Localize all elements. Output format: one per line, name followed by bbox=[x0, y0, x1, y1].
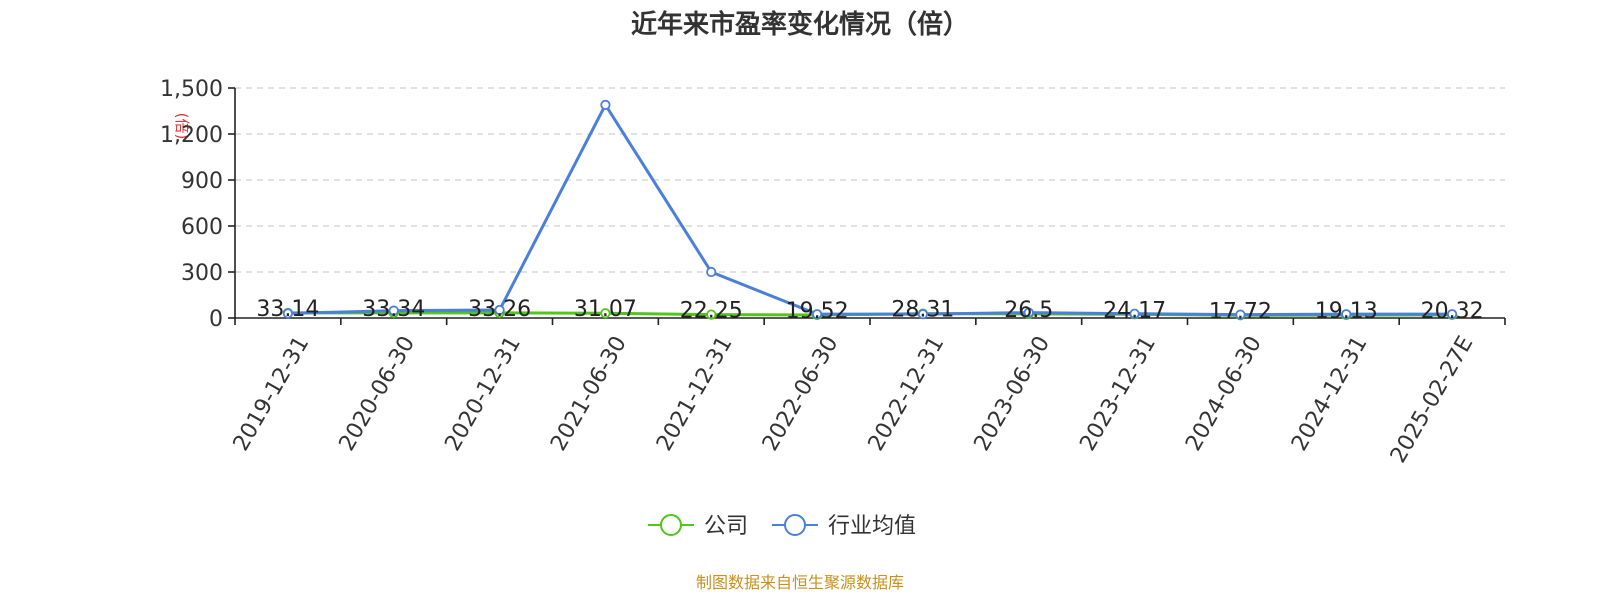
series-point-1[interactable] bbox=[1023, 307, 1034, 318]
data-label: 20.32 bbox=[1421, 299, 1484, 324]
series-point-1[interactable] bbox=[388, 305, 399, 316]
series-point-1[interactable] bbox=[282, 308, 294, 319]
series-point-1[interactable] bbox=[1341, 309, 1352, 320]
x-tick-label: 2021-06-30 bbox=[546, 332, 632, 455]
series-point-1[interactable] bbox=[1129, 308, 1140, 319]
x-tick-label: 2023-06-30 bbox=[970, 332, 1056, 455]
series-point-0[interactable] bbox=[706, 309, 717, 320]
series-lines bbox=[282, 99, 1458, 321]
legend-item-1[interactable]: 行业均值 bbox=[772, 514, 916, 539]
x-tick-label: 2024-06-30 bbox=[1181, 332, 1267, 455]
series-line-1 bbox=[287, 103, 1453, 317]
data-source-note: 制图数据来自恒生聚源数据库 bbox=[696, 573, 904, 592]
legend-marker bbox=[660, 514, 682, 536]
data-label: 33.14 bbox=[256, 297, 319, 322]
series-point-1[interactable] bbox=[917, 309, 929, 320]
x-tick-label: 2023-12-31 bbox=[1075, 332, 1161, 455]
data-labels: 33.14 33.34 33.26 31.07 22.25 19.52 28.31 26.5 2… bbox=[256, 297, 1483, 324]
data-label: 22.25 bbox=[680, 299, 743, 324]
legend-item-0[interactable]: 公司 bbox=[648, 514, 748, 539]
data-label: 24.17 bbox=[1103, 298, 1166, 323]
series-point-1[interactable] bbox=[494, 304, 505, 316]
series-point-1[interactable] bbox=[811, 309, 823, 320]
data-label: 31.07 bbox=[574, 297, 637, 322]
legend-label: 行业均值 bbox=[828, 514, 916, 539]
series-point-1[interactable] bbox=[1235, 309, 1246, 320]
data-label: 19.13 bbox=[1315, 299, 1378, 324]
series-point-1[interactable] bbox=[706, 266, 717, 278]
x-tick-label: 2022-12-31 bbox=[864, 332, 950, 455]
x-tick-label: 2025-02-27E bbox=[1386, 332, 1479, 467]
data-label: 28.31 bbox=[891, 298, 954, 323]
x-tick-label: 2021-12-31 bbox=[652, 332, 738, 455]
y-tick-label: 0 bbox=[209, 307, 223, 332]
series-point-1[interactable] bbox=[1446, 309, 1458, 320]
data-label: 19.52 bbox=[786, 299, 849, 324]
x-tick-label: 2020-12-31 bbox=[440, 332, 526, 455]
y-tick-label: 1,500 bbox=[160, 77, 223, 102]
y-tick-label: 900 bbox=[181, 169, 223, 194]
chart-title: 近年来市盈率变化情况（倍） bbox=[631, 9, 969, 40]
y-tick-label: 300 bbox=[181, 261, 223, 286]
y-tick-label: 600 bbox=[181, 215, 223, 240]
x-tick-label: 2019-12-31 bbox=[229, 332, 315, 455]
series-point-0[interactable] bbox=[600, 308, 611, 319]
data-label: 17.72 bbox=[1209, 299, 1272, 324]
legend-marker bbox=[784, 514, 806, 536]
legend[interactable]: 公司 行业均值 bbox=[648, 514, 916, 539]
x-tick-label: 2024-12-31 bbox=[1287, 332, 1373, 455]
series-point-1[interactable] bbox=[600, 99, 611, 110]
legend-label: 公司 bbox=[704, 514, 748, 539]
y-tick-label: 1,200 bbox=[160, 123, 223, 148]
data-label: 26.5 bbox=[1004, 298, 1053, 323]
data-label: 33.26 bbox=[468, 297, 531, 322]
y-axis-unit-label: (倍) bbox=[173, 113, 191, 140]
x-tick-label: 2020-06-30 bbox=[335, 332, 421, 455]
grid-lines bbox=[235, 87, 1505, 273]
x-tick-label: 2022-06-30 bbox=[758, 332, 844, 455]
data-label: 33.34 bbox=[362, 297, 425, 322]
